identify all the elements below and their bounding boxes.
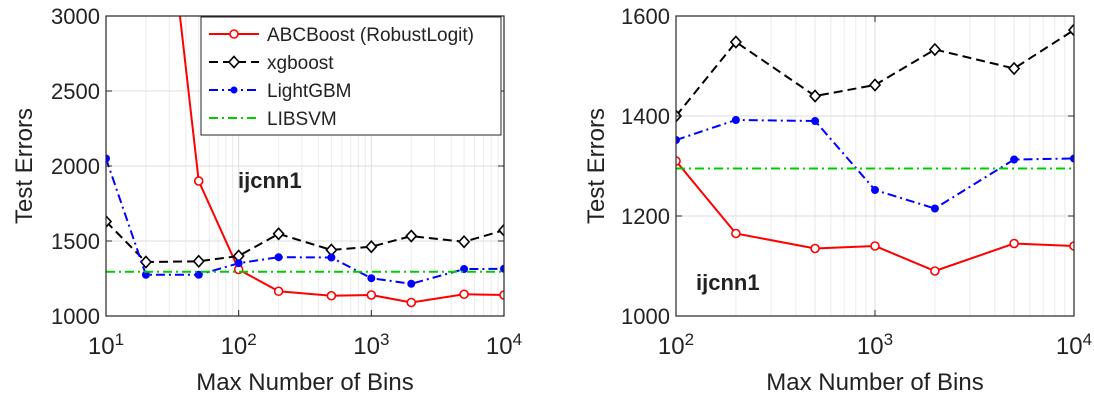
y-tick-label: 1000 <box>51 304 100 329</box>
data-point <box>1067 23 1074 37</box>
chart-1-series-2 <box>676 116 1074 213</box>
y-axis-label: Test Errors <box>583 108 610 224</box>
data-point <box>731 228 741 239</box>
data-point <box>193 176 204 186</box>
y-tick-label: 1400 <box>621 104 670 129</box>
x-axis-label: Max Number of Bins <box>766 369 983 396</box>
series-line-1 <box>106 220 504 264</box>
y-tick-label: 1200 <box>621 204 670 229</box>
legend-label: ABCBoost (RobustLogit) <box>267 25 474 46</box>
y-tick-label: 1600 <box>621 4 670 29</box>
y-tick-label: 2000 <box>51 154 100 179</box>
y-tick-label: 2500 <box>51 79 100 104</box>
data-point <box>729 35 742 49</box>
chart-1-group: 102 103 104 1000 1200 1400 1600 Max Number of B… <box>583 4 1092 396</box>
data-point <box>366 290 377 300</box>
data-point <box>407 279 416 288</box>
data-point <box>731 116 740 124</box>
legend-label: xgboost <box>267 53 334 74</box>
data-point <box>1009 238 1019 249</box>
y-tick-label: 1000 <box>621 304 670 329</box>
dataset-annotation: ijcnn1 <box>238 168 302 193</box>
data-point <box>868 78 882 92</box>
series-line-0 <box>178 16 504 304</box>
data-point <box>1070 154 1074 163</box>
data-point <box>870 241 880 251</box>
chart-0-series-2 <box>106 154 504 288</box>
data-point <box>106 154 110 163</box>
legend-box <box>200 16 502 136</box>
y-axis-label: Test Errors <box>11 108 38 224</box>
chart-0-group: 101 102 103 104 1000 1500 2000 2500 3000 Max Numb… <box>11 4 522 396</box>
data-point <box>499 290 504 300</box>
data-point <box>274 253 283 262</box>
data-point <box>405 229 418 243</box>
y-tick-label: 1500 <box>51 229 100 254</box>
data-point <box>234 259 243 268</box>
legend-marker <box>227 55 241 69</box>
legend-marker <box>230 86 238 94</box>
x-axis-label: Max Number of Bins <box>196 369 413 396</box>
y-tick-label: 3000 <box>51 4 100 29</box>
legend-marker <box>229 29 239 39</box>
data-point <box>194 270 203 279</box>
data-point <box>809 89 822 103</box>
dataset-annotation: ijcnn1 <box>696 270 760 295</box>
chart-0-series-1 <box>106 214 504 269</box>
x-tick-label: 103 <box>857 330 893 360</box>
data-point <box>326 290 337 301</box>
legend-label: LightGBM <box>267 81 351 102</box>
x-tick-label: 102 <box>658 330 694 360</box>
data-point <box>459 289 469 300</box>
chart-1-series-0 <box>676 156 1074 276</box>
data-point <box>1069 241 1074 251</box>
data-point <box>811 117 820 125</box>
chart-1-series-1 <box>676 23 1074 123</box>
data-point <box>930 266 940 276</box>
series-line-2 <box>106 158 504 285</box>
x-tick-label: 104 <box>486 330 522 360</box>
data-point <box>406 297 417 308</box>
data-point <box>1010 155 1019 164</box>
data-point <box>810 243 820 254</box>
x-tick-label: 103 <box>353 330 389 360</box>
data-point <box>192 254 205 268</box>
data-point <box>871 186 879 194</box>
data-point <box>106 214 113 229</box>
data-point <box>676 136 680 144</box>
data-point <box>457 235 471 249</box>
data-point <box>930 204 939 213</box>
data-point <box>676 156 681 166</box>
data-point <box>928 42 941 57</box>
legend: ABCBoost (RobustLogit) xgboost LightGBM LIB… <box>200 16 502 136</box>
data-point <box>327 253 336 262</box>
data-point <box>1008 61 1021 76</box>
x-tick-label: 104 <box>1056 330 1092 360</box>
x-tick-label: 101 <box>88 330 124 360</box>
data-point <box>367 274 376 283</box>
data-point <box>365 240 378 254</box>
legend-label: LIBSVM <box>267 109 337 130</box>
data-point <box>272 227 285 241</box>
data-point <box>500 264 504 273</box>
data-point <box>139 255 153 269</box>
chart-0-series-0 <box>178 16 504 308</box>
data-point <box>273 286 284 297</box>
data-point <box>497 223 504 237</box>
x-tick-label: 102 <box>221 330 257 360</box>
